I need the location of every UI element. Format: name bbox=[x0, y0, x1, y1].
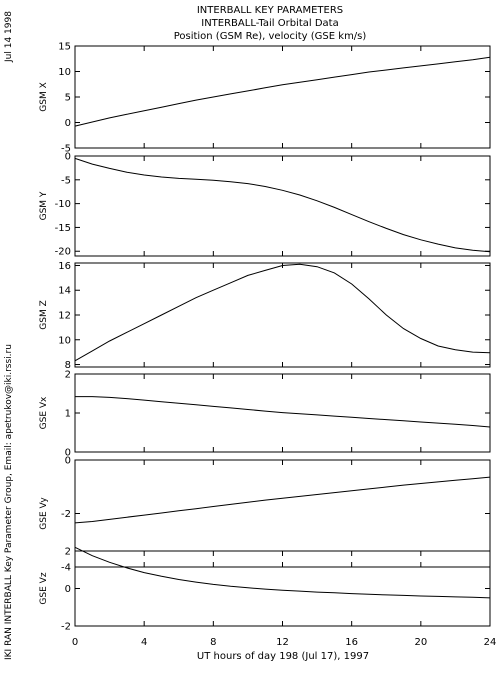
y-tick-label: 8 bbox=[65, 360, 71, 371]
y-axis-label: GSE Vy bbox=[39, 497, 49, 530]
panel-2: -20 -15 -10 -5 0 GSM Y bbox=[39, 152, 491, 258]
y-axis-label: GSE Vz bbox=[39, 572, 49, 604]
y-tick-label: -4 bbox=[61, 563, 71, 574]
title-line-2: INTERBALL-Tail Orbital Data bbox=[201, 18, 338, 29]
y-tick-label: -10 bbox=[55, 199, 71, 210]
y-tick-label: 0 bbox=[65, 448, 71, 459]
panel-5: -4 -2 0 GSE Vy bbox=[39, 456, 491, 574]
panel-frame bbox=[74, 155, 491, 257]
series-line-2 bbox=[74, 157, 491, 253]
y-tick-label: 14 bbox=[58, 286, 71, 297]
x-axis-label: UT hours of day 198 (Jul 17), 1997 bbox=[197, 651, 369, 662]
series-line-4 bbox=[75, 396, 491, 428]
y-tick-label: -5 bbox=[61, 175, 71, 186]
y-tick-label: 12 bbox=[58, 311, 71, 322]
x-tick-label: 8 bbox=[210, 637, 216, 648]
series-line-1 bbox=[74, 56, 491, 127]
y-tick-label: -15 bbox=[55, 223, 71, 234]
y-tick-label: -20 bbox=[55, 247, 71, 258]
date-label: Jul 14 1998 bbox=[4, 11, 14, 63]
y-tick-label: 10 bbox=[58, 67, 71, 78]
panel-frame bbox=[74, 262, 491, 368]
panel-3: 8 10 12 14 16 GSM Z bbox=[39, 261, 491, 371]
panel-frame bbox=[74, 45, 491, 149]
y-tick-label: 2 bbox=[65, 370, 71, 381]
y-axis-label: GSM Z bbox=[39, 300, 49, 329]
credit-label: IKI RAN INTERBALL Key Parameter Group, E… bbox=[4, 344, 14, 660]
y-tick-label: 0 bbox=[65, 152, 71, 163]
panel-6: -2 0 2 GSE Vz bbox=[39, 546, 491, 633]
x-tick-label: 16 bbox=[345, 637, 358, 648]
x-tick-label: 0 bbox=[72, 637, 78, 648]
x-tick-label: 24 bbox=[484, 637, 497, 648]
y-tick-label: -2 bbox=[61, 509, 71, 520]
y-tick-label: 0 bbox=[65, 118, 71, 129]
y-tick-label: 0 bbox=[65, 584, 71, 595]
panel-1: -5 0 5 10 15 GSM X bbox=[39, 42, 491, 155]
x-tick-label: 4 bbox=[141, 637, 147, 648]
y-tick-label: 2 bbox=[65, 547, 71, 558]
y-tick-label: 16 bbox=[58, 261, 71, 272]
y-tick-label: -5 bbox=[61, 144, 71, 155]
y-tick-label: 0 bbox=[65, 456, 71, 467]
series-line-5 bbox=[74, 476, 491, 524]
y-tick-label: -2 bbox=[61, 622, 71, 633]
y-tick-label: 5 bbox=[65, 93, 71, 104]
y-tick-label: 1 bbox=[65, 409, 71, 420]
y-tick-label: 10 bbox=[58, 335, 71, 346]
series-line-6 bbox=[74, 546, 491, 599]
panel-4: 0 1 2 GSE Vx bbox=[39, 370, 491, 459]
series-line-3 bbox=[74, 263, 491, 362]
y-axis-label: GSM Y bbox=[39, 191, 49, 220]
y-tick-label: 15 bbox=[58, 42, 71, 53]
title-line-1: INTERBALL KEY PARAMETERS bbox=[197, 5, 343, 16]
y-axis-label: GSM X bbox=[39, 82, 49, 111]
y-axis-label: GSE Vx bbox=[39, 396, 49, 429]
x-tick-label: 20 bbox=[414, 637, 427, 648]
x-tick-label: 12 bbox=[276, 637, 289, 648]
title-line-3: Position (GSM Re), velocity (GSE km/s) bbox=[174, 31, 367, 42]
